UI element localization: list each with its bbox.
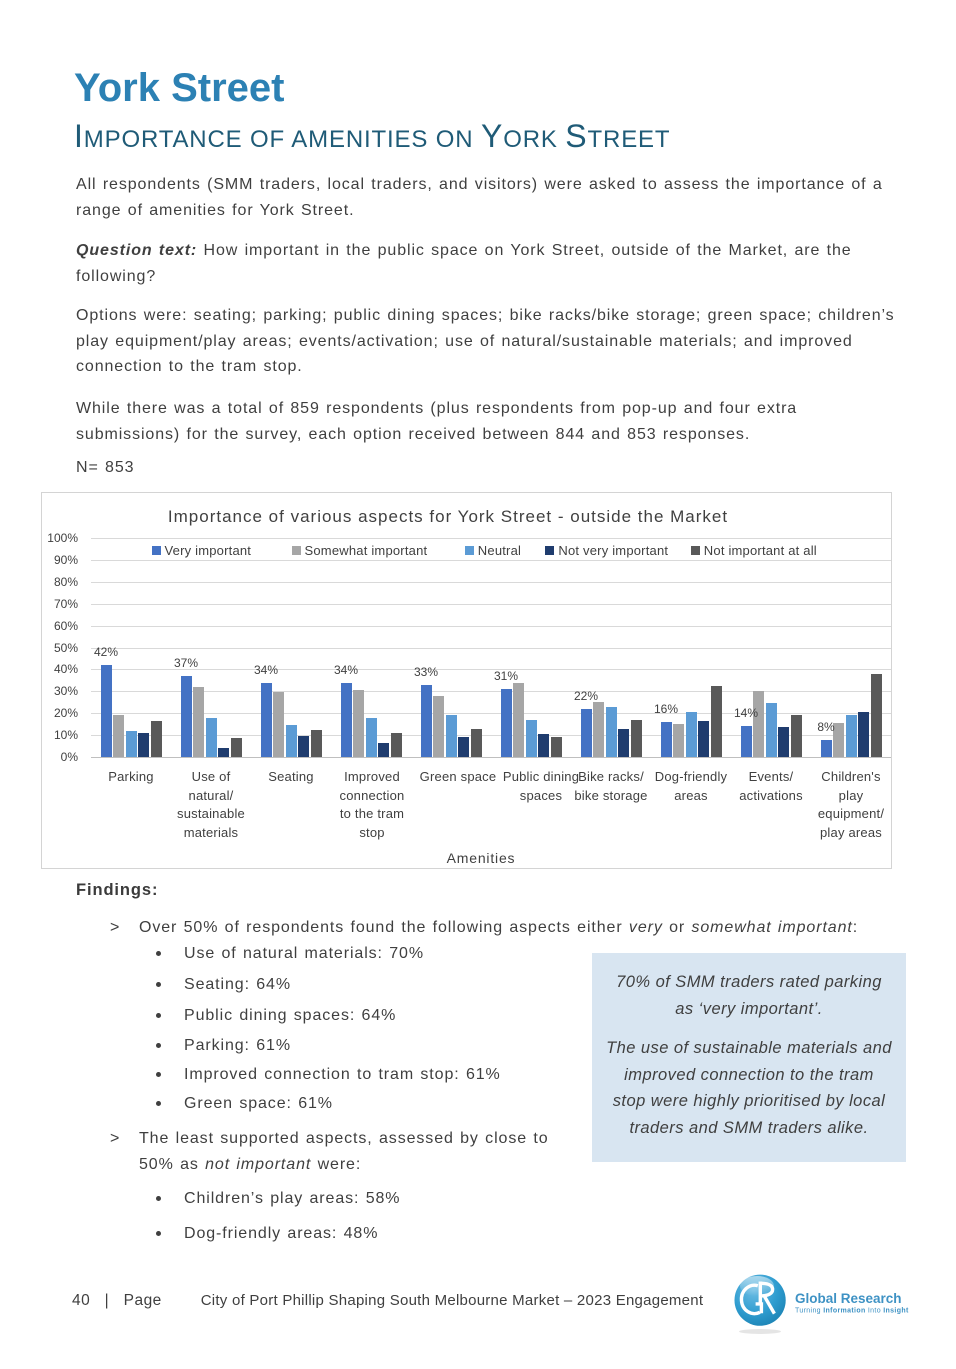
- svg-text:Global Research: Global Research: [795, 1291, 902, 1306]
- svg-text:Turning Information Into Insig: Turning Information Into Insight: [795, 1308, 909, 1315]
